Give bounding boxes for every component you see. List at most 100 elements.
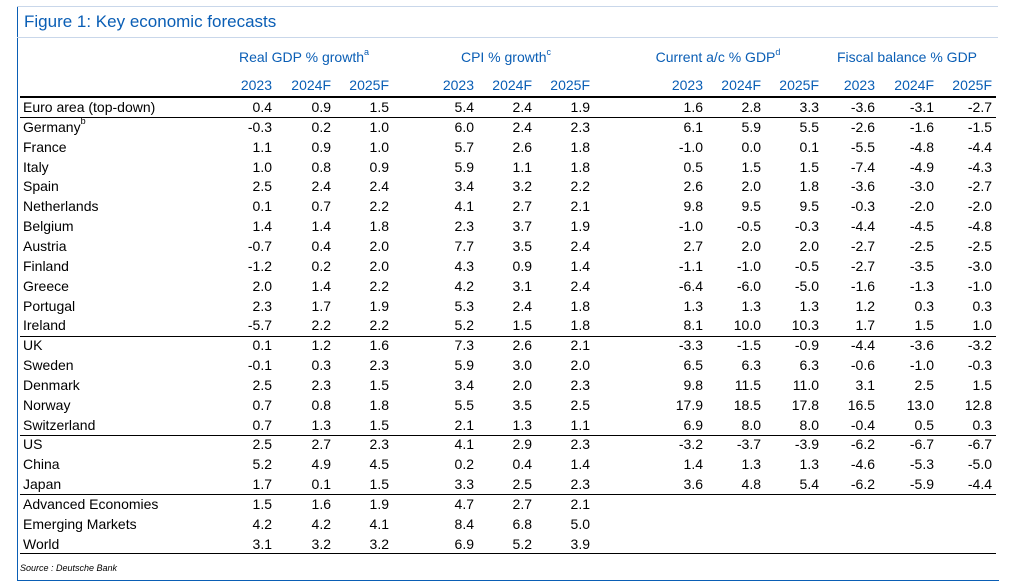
table-row: World 3.1 3.2 3.2 6.9 5.2 3.9	[20, 534, 996, 554]
table-cell: 0.3	[311, 357, 331, 374]
table-cell: 1.4	[683, 456, 703, 473]
table-cell: 5.9	[454, 158, 474, 175]
table-row: Switzerland 0.7 1.3 1.5 2.1 1.3 1.1 6.9 8.0 8.0 -0…	[20, 415, 996, 435]
table-cell: 2.7	[311, 436, 331, 453]
table-row: Italy 1.0 0.8 0.9 5.9 1.1 1.8 0.5 1.5 1.5 -7.4 -4.9…	[20, 157, 996, 177]
table-cell: 2.1	[570, 496, 590, 512]
table-cell: 1.3	[799, 456, 819, 473]
table-cell: -0.4	[850, 416, 875, 433]
table-cell: 2.7	[512, 496, 532, 512]
table-cell: -3.6	[850, 178, 875, 195]
table-cell: 0.3	[914, 297, 934, 314]
table-row: Japan 1.7 0.1 1.5 3.3 2.5 2.3 3.6 4.8 5.4 -6.2 -5.9…	[20, 474, 996, 494]
table-cell: 0.7	[311, 198, 331, 215]
table-cell: 2.4	[570, 277, 590, 294]
table-cell: 8.0	[799, 416, 819, 433]
table-cell: 9.8	[683, 376, 703, 393]
table-cell: 5.5	[799, 118, 819, 135]
table-cell: 1.6	[683, 99, 703, 115]
table-cell: -3.6	[850, 99, 875, 115]
table-cell: 1.6	[311, 496, 331, 512]
table-cell: -2.0	[909, 198, 934, 215]
table-row: China 5.2 4.9 4.5 0.2 0.4 1.4 1.4 1.3 1.3 -4.6 -5.3…	[20, 454, 996, 474]
table-cell: 1.1	[570, 416, 590, 433]
table-cell: -2.7	[850, 257, 875, 274]
table-cell: 7.7	[454, 237, 474, 254]
row-label: Austria	[23, 237, 67, 254]
table-cell: -0.9	[794, 337, 819, 354]
table-cell: 6.3	[741, 357, 761, 374]
table-cell: 6.9	[454, 535, 474, 552]
table-cell: -1.0	[736, 257, 761, 274]
row-label: Netherlands	[23, 198, 99, 215]
table-cell: 11.5	[734, 376, 761, 393]
group-label: Real GDP % growth	[238, 49, 364, 65]
table-cell: 0.9	[369, 158, 389, 175]
table-cell: 4.2	[454, 277, 474, 294]
table-cell: 5.5	[454, 396, 474, 413]
table-cell: 3.2	[369, 535, 389, 552]
footnote-marker: c	[546, 47, 552, 57]
footnote-marker: a	[364, 47, 370, 57]
table-cell: -2.7	[967, 178, 992, 195]
table-cell: 0.9	[512, 257, 532, 274]
table-row: Advanced Economies 1.5 1.6 1.9 4.7 2.7 2.1	[20, 494, 996, 514]
table-cell: 7.3	[454, 337, 474, 354]
table-cell: 1.3	[741, 456, 761, 473]
column-group-header: Current a/c % GDPd	[656, 47, 781, 65]
table-cell: 5.9	[454, 357, 474, 374]
column-group-header: CPI % growthc	[461, 47, 552, 65]
table-cell: -4.4	[967, 476, 992, 493]
table-cell: -2.7	[850, 237, 875, 254]
table-cell: 0.1	[252, 337, 272, 354]
table-cell: 4.1	[454, 436, 474, 453]
table-row: Portugal 2.3 1.7 1.9 5.3 2.4 1.8 1.3 1.3 1.3 1.2 0.…	[20, 296, 996, 316]
table-cell: 8.1	[683, 317, 703, 334]
table-cell: 4.9	[311, 456, 331, 473]
table-cell: 3.3	[799, 99, 819, 115]
table-cell: -2.6	[850, 118, 875, 135]
table-row: Euro area (top-down) 0.4 0.9 1.5 5.4 2.4 1.9 1.…	[20, 97, 996, 117]
table-cell: -0.3	[247, 118, 272, 135]
row-label: Norway	[23, 396, 71, 413]
table-cell: 9.5	[741, 198, 761, 215]
table-cell: 3.7	[512, 218, 532, 235]
table-cell: 2.3	[311, 376, 331, 393]
table-cell: -3.5	[909, 257, 934, 274]
country-name: Japan	[23, 476, 61, 492]
table-cell: -4.4	[850, 337, 875, 354]
table-cell: -6.0	[736, 277, 761, 294]
row-label: World	[23, 535, 60, 552]
table-cell: 13.0	[906, 396, 934, 413]
table-cell: -0.3	[967, 357, 992, 374]
table-cell: 2.0	[252, 277, 272, 294]
table-cell: 1.8	[570, 138, 590, 155]
table-row: US 2.5 2.7 2.3 4.1 2.9 2.3 -3.2 -3.7 -3.9 -6.2 -6.7…	[20, 434, 996, 454]
table-cell: 5.4	[454, 99, 474, 115]
table-row: Finland -1.2 0.2 2.0 4.3 0.9 1.4 -1.1 -1.0 -0.5 -2…	[20, 256, 996, 276]
table-cell: 0.4	[311, 237, 331, 254]
table-row: Germanyb -0.3 0.2 1.0 6.0 2.4 2.3 6.1 5.9 5.5 -2.6…	[20, 116, 996, 137]
table-cell: 1.2	[855, 297, 875, 314]
table-cell: -5.5	[850, 138, 875, 155]
figure-title: Figure 1: Key economic forecasts	[24, 12, 277, 31]
table-cell: 0.4	[252, 99, 272, 115]
table-cell: 2.0	[512, 376, 532, 393]
row-label: Euro area (top-down)	[23, 99, 156, 115]
table-cell: -1.5	[967, 118, 992, 135]
table-row: Ireland -5.7 2.2 2.2 5.2 1.5 1.8 8.1 10.0 10.3 1.7…	[20, 315, 996, 335]
table-cell: 0.5	[683, 158, 703, 175]
table-cell: 0.7	[252, 416, 272, 433]
table-cell: -5.0	[794, 277, 819, 294]
year-header: 2024F	[492, 77, 532, 93]
row-label: Sweden	[23, 357, 74, 374]
table-cell: 2.4	[570, 237, 590, 254]
country-name: Greece	[23, 278, 69, 294]
table-cell: -6.7	[909, 436, 934, 453]
table-row: Norway 0.7 0.8 1.8 5.5 3.5 2.5 17.9 18.5 17.8 16.5…	[20, 395, 996, 415]
row-label: US	[23, 436, 43, 453]
year-header: 2023	[843, 77, 875, 93]
table-cell: -2.5	[909, 237, 934, 254]
table-cell: -1.2	[247, 257, 272, 274]
table-cell: -3.2	[967, 337, 992, 354]
